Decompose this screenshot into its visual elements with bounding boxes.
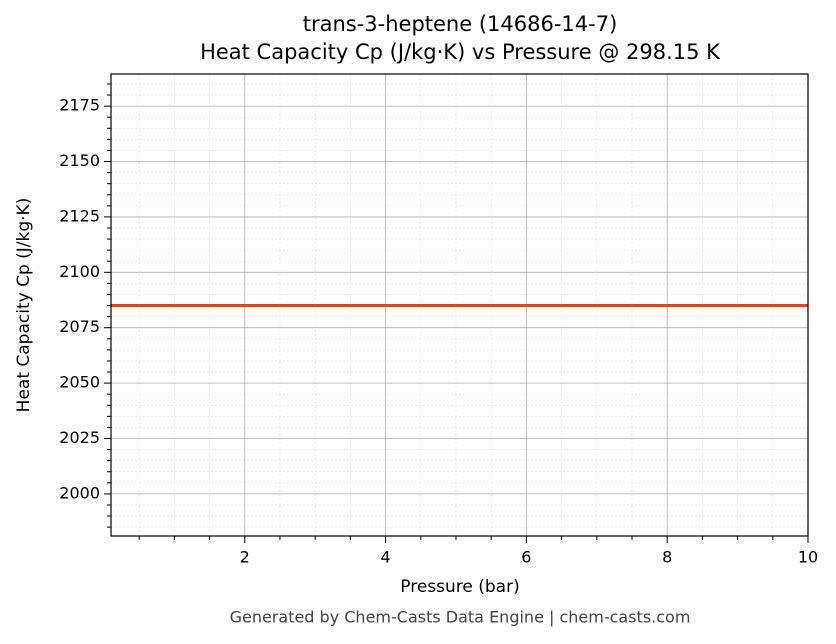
x-tick-label: 2 bbox=[240, 548, 250, 567]
x-tick-label: 4 bbox=[380, 548, 390, 567]
y-tick-label: 2100 bbox=[59, 262, 100, 281]
y-tick-label: 2125 bbox=[59, 206, 100, 225]
chart-title: trans-3-heptene (14686-14-7) bbox=[303, 12, 618, 36]
y-tick-label: 2025 bbox=[59, 428, 100, 447]
chart-subtitle: Heat Capacity Cp (J/kg·K) vs Pressure @ … bbox=[200, 40, 721, 64]
y-tick-label: 2000 bbox=[59, 483, 100, 502]
plot-frame bbox=[110, 73, 809, 537]
y-tick-label: 2175 bbox=[59, 96, 100, 115]
y-tick-label: 2050 bbox=[59, 373, 100, 392]
x-axis-label: Pressure (bar) bbox=[400, 577, 519, 597]
y-axis-label: Heat Capacity Cp (J/kg·K) bbox=[14, 198, 34, 413]
x-tick-label: 10 bbox=[798, 548, 818, 567]
x-tick-label: 6 bbox=[521, 548, 531, 567]
x-tick-label: 8 bbox=[662, 548, 672, 567]
y-tick-label: 2075 bbox=[59, 317, 100, 336]
y-tick-label: 2150 bbox=[59, 151, 100, 170]
footer: Generated by Chem-Casts Data Engine | ch… bbox=[230, 608, 691, 627]
